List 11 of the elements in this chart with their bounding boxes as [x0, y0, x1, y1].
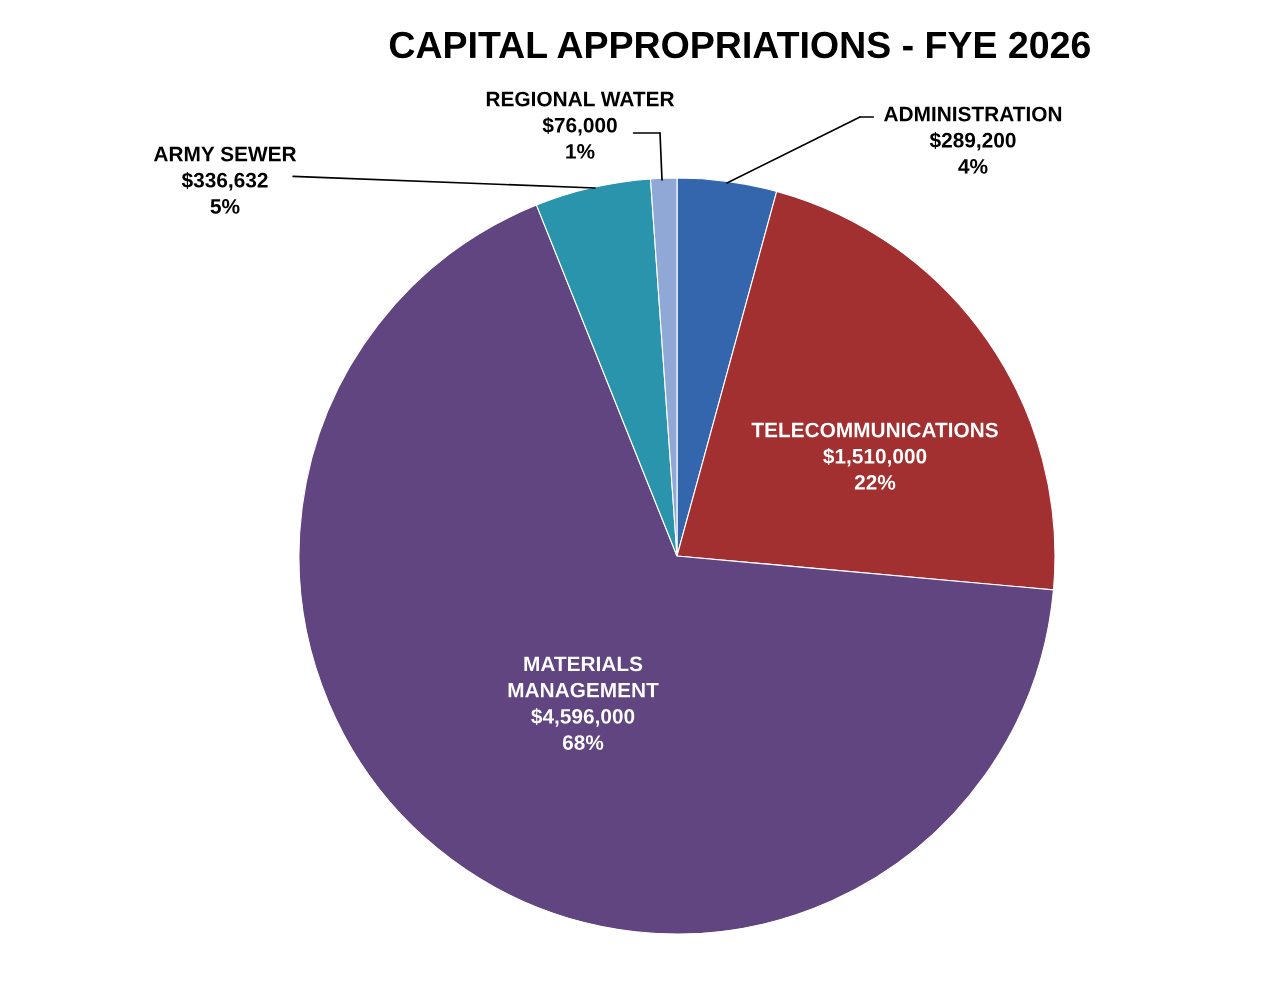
data-label: $1,510,000 22%	[823, 447, 927, 490]
data-label: $4,596,000 68%	[531, 708, 635, 750]
slice-label: REGIONAL WATER	[486, 91, 675, 107]
data-label: $289,200 4%	[929, 131, 1016, 174]
slice-label: MATERIALS MANAGEMENT	[508, 656, 659, 698]
slice-label: ADMINISTRATION	[884, 106, 1062, 122]
slice-label: ARMY SEWER	[153, 146, 297, 162]
chart-title: CAPITAL APPROPRIATIONS - FYE 2026	[389, 31, 1090, 59]
data-label: $336,632 5%	[181, 171, 268, 214]
slice-label: TELECOMMUNICATIONS	[751, 422, 998, 438]
data-label: $76,000 1%	[542, 116, 617, 159]
